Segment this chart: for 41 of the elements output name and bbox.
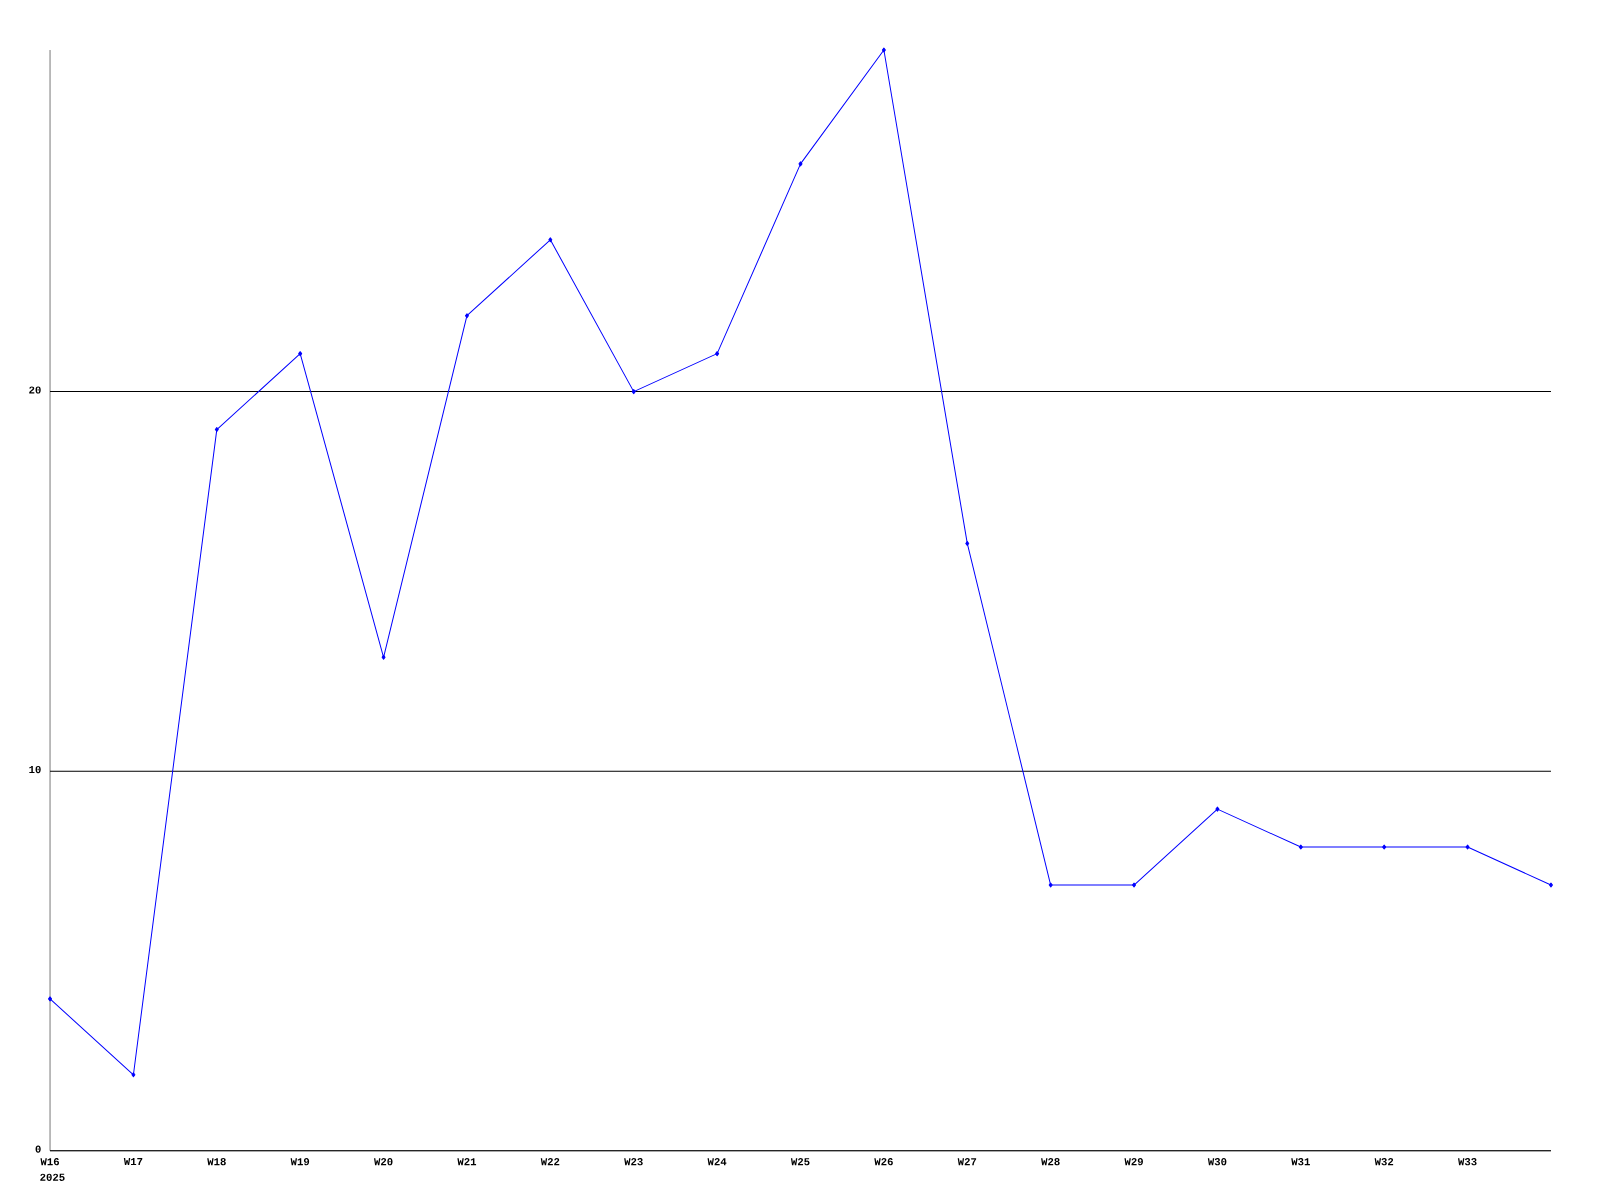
point [715,351,720,357]
x-tick-label: W16 [40,1158,60,1166]
x-tick-label: W18 [207,1158,226,1166]
point [48,996,53,1002]
x-tick-label: W33 [1458,1158,1477,1166]
x-tick-label: W24 [707,1158,727,1166]
x-tick-label: W28 [1041,1158,1060,1166]
text: 2025 [40,1173,65,1182]
y-tick-label: 0 [35,1145,41,1153]
point [1132,882,1137,888]
x-tick-label: W29 [1124,1158,1143,1166]
point [298,351,303,357]
point [548,237,553,243]
point [214,427,219,433]
point [1548,882,1553,888]
x-tick-label: W26 [874,1158,893,1166]
point [1048,882,1053,888]
point [965,541,970,547]
x-tick-label: W22 [540,1158,560,1166]
point [381,654,386,660]
x-tick-label: W20 [374,1158,393,1166]
x-tick-label: W19 [290,1158,310,1166]
x-tick-label: W27 [957,1158,977,1166]
point [1298,844,1303,850]
x-tick-label: W31 [1291,1158,1310,1166]
point [631,389,636,395]
point [1382,844,1387,850]
x-tick-label: W30 [1207,1158,1227,1166]
x-tick-label: W25 [790,1158,810,1166]
x-tick-label: W21 [457,1158,477,1166]
point [881,47,886,53]
y-tick-label: 20 [29,386,41,394]
point [131,1072,136,1078]
point [798,161,803,167]
x-tick-label: W23 [624,1158,643,1166]
point [1215,806,1220,812]
point [1465,844,1470,850]
point [464,313,469,319]
y-tick-label: 10 [29,766,41,774]
x-tick-label: W17 [123,1158,143,1166]
x-tick-label: W32 [1374,1158,1394,1166]
